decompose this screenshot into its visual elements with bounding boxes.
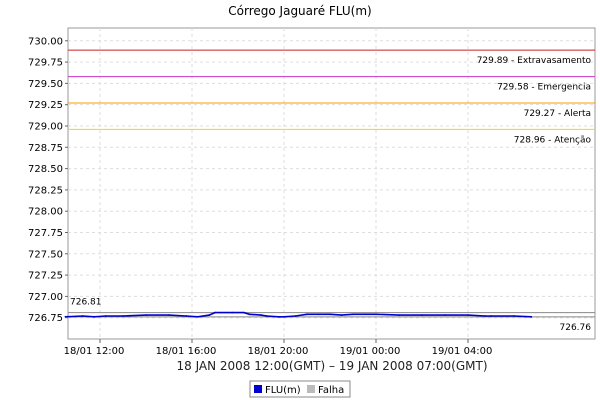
y-tick-label: 728.00 <box>28 207 63 218</box>
reference-line-label: 728.96 - Atenção <box>514 135 592 145</box>
y-axis: 726.75 727.00 727.25 727.50 727.75 728.00 728.… <box>28 36 68 324</box>
y-tick-label: 728.75 <box>28 143 63 154</box>
data-point <box>122 315 124 317</box>
data-point <box>467 314 469 316</box>
reference-line-label: 726.81 <box>70 298 102 308</box>
x-tick-label: 19/01 04:00 <box>432 346 493 357</box>
data-point <box>444 314 446 316</box>
reference-line-label: 729.27 - Alerta <box>524 109 591 119</box>
data-point <box>145 314 147 316</box>
data-point <box>242 311 245 314</box>
data-point <box>168 314 170 316</box>
data-point <box>104 315 107 317</box>
y-tick-label: 727.25 <box>28 271 63 282</box>
data-point <box>81 315 84 317</box>
y-tick-label: 729.25 <box>28 100 63 111</box>
data-point <box>260 314 262 316</box>
data-point <box>231 311 234 314</box>
data-point <box>214 311 216 314</box>
data-point <box>329 313 331 316</box>
data-point <box>196 315 199 318</box>
data-point <box>352 313 354 316</box>
data-point <box>294 315 297 317</box>
y-tick-label: 728.25 <box>28 185 63 196</box>
y-tick-label: 729.00 <box>28 121 63 132</box>
data-point <box>421 314 423 316</box>
reference-line-label: 729.89 - Extravasamento <box>477 56 592 66</box>
legend-swatch-flu <box>254 385 262 393</box>
data-point <box>248 313 251 316</box>
data-point <box>306 313 308 316</box>
legend: FLU(m) Falha <box>249 380 351 398</box>
data-point <box>375 313 377 316</box>
reference-lines: 729.89 - Extravasamento 729.58 - Emergenc… <box>68 49 595 333</box>
x-axis-label: 18 JAN 2008 12:00(GMT) – 19 JAN 2008 07:… <box>176 359 487 373</box>
data-point <box>490 315 492 317</box>
legend-box <box>249 380 351 398</box>
data-point <box>530 315 533 318</box>
legend-swatch-falha <box>307 385 315 393</box>
x-tick-label: 19/01 00:00 <box>340 346 401 357</box>
data-point <box>340 314 343 316</box>
y-tick-label: 729.75 <box>28 58 63 69</box>
y-tick-label: 728.50 <box>28 164 63 175</box>
data-point <box>277 315 280 318</box>
data-point <box>185 315 188 317</box>
reference-line-label: 729.58 - Emergencia <box>497 83 591 93</box>
y-tick-label: 726.75 <box>28 313 63 324</box>
y-tick-label: 727.75 <box>28 228 63 239</box>
data-point <box>283 315 285 318</box>
data-point <box>484 315 487 317</box>
y-tick-label: 729.50 <box>28 79 63 90</box>
legend-label-flu: FLU(m) <box>265 385 301 396</box>
data-point <box>93 315 96 318</box>
data-point <box>265 315 268 317</box>
y-tick-label: 727.50 <box>28 249 63 260</box>
data-point <box>317 313 320 316</box>
data-point <box>513 315 515 317</box>
series-layer <box>64 311 533 318</box>
data-point <box>398 314 400 316</box>
x-tick-label: 18/01 16:00 <box>156 346 217 357</box>
plot-area <box>67 27 596 340</box>
chart-title: Córrego Jaguaré FLU(m) <box>228 4 371 18</box>
data-point <box>208 314 211 316</box>
reference-line-label: 726.76 <box>560 323 592 333</box>
x-axis: 18/01 12:00 18/01 16:00 18/01 20:00 19/01 0… <box>64 339 493 357</box>
x-tick-label: 18/01 20:00 <box>248 346 309 357</box>
y-tick-label: 730.00 <box>28 36 63 47</box>
grid-layer <box>68 28 595 339</box>
legend-label-falha: Falha <box>318 385 344 396</box>
y-tick-label: 727.00 <box>28 292 63 303</box>
x-tick-label: 18/01 12:00 <box>64 346 125 357</box>
